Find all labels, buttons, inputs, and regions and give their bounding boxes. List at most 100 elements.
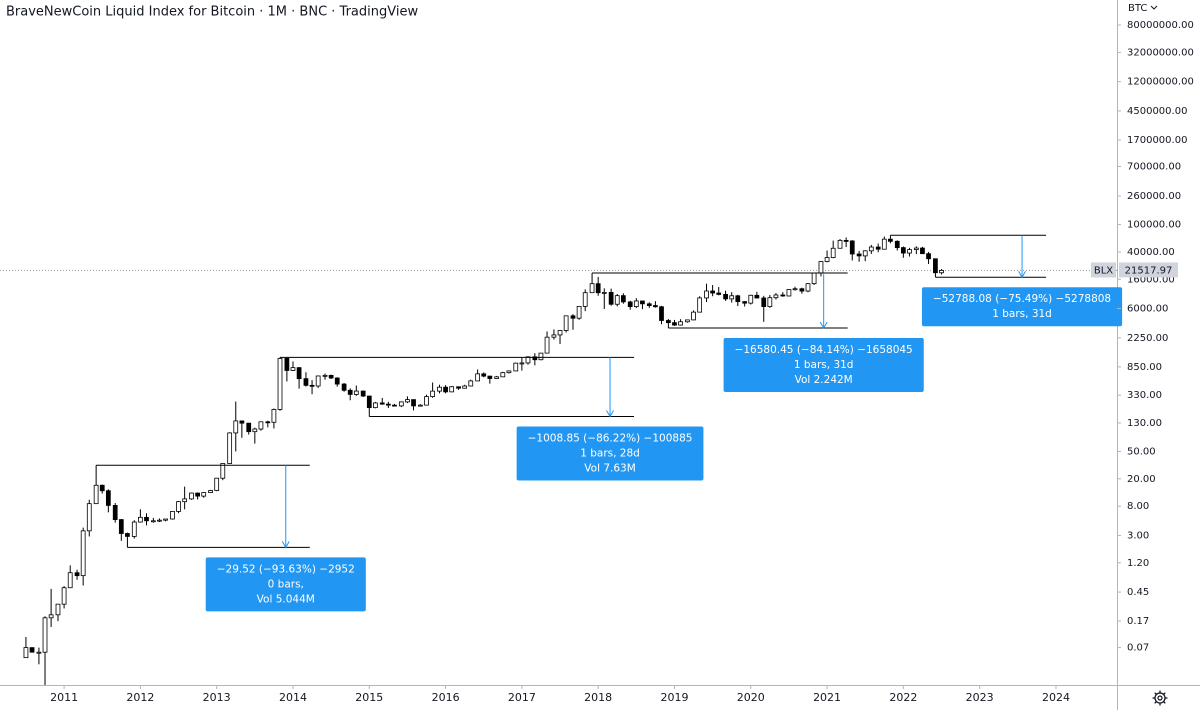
candle (366, 395, 372, 417)
candle-body (131, 521, 137, 537)
candle (443, 385, 448, 394)
price-label: 21517.97 (1125, 265, 1173, 276)
candle-body (373, 402, 378, 409)
candle (640, 300, 645, 310)
candle (856, 250, 862, 262)
candle-body (265, 421, 271, 424)
candle (475, 369, 480, 382)
candle-body (926, 253, 931, 260)
candle (811, 272, 817, 286)
y-tick-label: 6000.00 (1127, 304, 1168, 315)
candle (672, 319, 677, 326)
candle (742, 301, 748, 307)
candle-body (392, 404, 397, 407)
candle-body (620, 295, 626, 303)
candle (385, 401, 391, 409)
candle-body (653, 305, 658, 308)
candle (767, 294, 773, 308)
candle-body (189, 492, 194, 500)
candle (303, 372, 309, 387)
y-tick-label: 130.00 (1127, 418, 1162, 429)
candle-body (220, 463, 226, 479)
candle (830, 240, 836, 259)
candle-body (811, 272, 817, 285)
candle-body (875, 246, 881, 250)
candle (837, 238, 843, 249)
candle-body (99, 484, 105, 492)
candle (691, 310, 696, 321)
candle-body (767, 297, 773, 307)
candle (780, 292, 786, 297)
candle-body (538, 352, 544, 361)
candle-body (633, 300, 639, 308)
candle-body (519, 362, 525, 365)
candle (437, 384, 442, 394)
candle (86, 499, 92, 537)
candle-body (513, 362, 519, 372)
candle (868, 244, 874, 254)
symbol-label: BLX (1094, 265, 1113, 276)
candle (735, 294, 741, 307)
candle (315, 375, 321, 388)
candle (118, 519, 124, 541)
candle (125, 532, 130, 548)
candle-body (233, 420, 239, 434)
candle (189, 492, 194, 500)
candle (544, 331, 550, 354)
currency-label[interactable]: BTC (1128, 3, 1147, 14)
y-tick-label: 12000000.00 (1127, 77, 1194, 88)
candle-body (67, 572, 73, 589)
y-tick-label: 700000.00 (1127, 161, 1181, 172)
measure-annotation: −52788.08 (−75.49%) −5278808 1 bars, 31d (890, 234, 1123, 327)
y-tick-label: 16000.00 (1127, 274, 1175, 285)
settings-icon[interactable] (1152, 690, 1168, 706)
candle-body (424, 396, 429, 406)
candle-body (704, 290, 709, 299)
candle-body (576, 305, 582, 319)
x-tick-label: 2023 (966, 691, 994, 704)
candle (42, 616, 48, 685)
candle (633, 298, 639, 309)
candle-body (805, 283, 811, 292)
candle-body (678, 321, 683, 326)
candle-body (353, 390, 359, 395)
candle-body (360, 390, 366, 397)
measure-text: Vol 7.63M (584, 462, 636, 474)
candle (322, 373, 328, 380)
candle-body (939, 270, 944, 274)
candle-body (544, 336, 550, 354)
y-tick-label: 2250.00 (1127, 333, 1168, 344)
candle-body (144, 516, 149, 522)
currency-chevron[interactable] (1150, 5, 1158, 10)
candle-body (920, 247, 925, 255)
candle-body (437, 386, 442, 392)
y-tick-label: 330.00 (1127, 390, 1162, 401)
candle (926, 251, 931, 264)
candle-body (55, 603, 61, 616)
candle (538, 352, 544, 361)
candle (405, 396, 410, 404)
candle-body (182, 498, 188, 503)
candle-body (341, 383, 347, 391)
candle-body (195, 492, 200, 497)
candle-body (907, 249, 912, 254)
candle-body (862, 250, 868, 257)
y-tick-label: 32000000.00 (1127, 47, 1194, 58)
candle (138, 509, 143, 523)
gear-teeth (1152, 690, 1168, 706)
candle-body (849, 240, 855, 255)
candle (195, 492, 200, 500)
y-tick-label: 0.07 (1127, 643, 1149, 654)
candle (659, 305, 664, 325)
candle (424, 394, 429, 406)
candle (182, 486, 188, 510)
candle-body (74, 572, 80, 577)
measure-annotation: −1008.85 (−86.22%) −100885 1 bars, 28d Vol… (280, 356, 704, 481)
candle (271, 408, 277, 429)
candle (646, 302, 652, 308)
candle (290, 361, 296, 372)
y-tick-label: 50.00 (1127, 446, 1156, 457)
candle (67, 565, 73, 589)
candle (939, 269, 944, 275)
